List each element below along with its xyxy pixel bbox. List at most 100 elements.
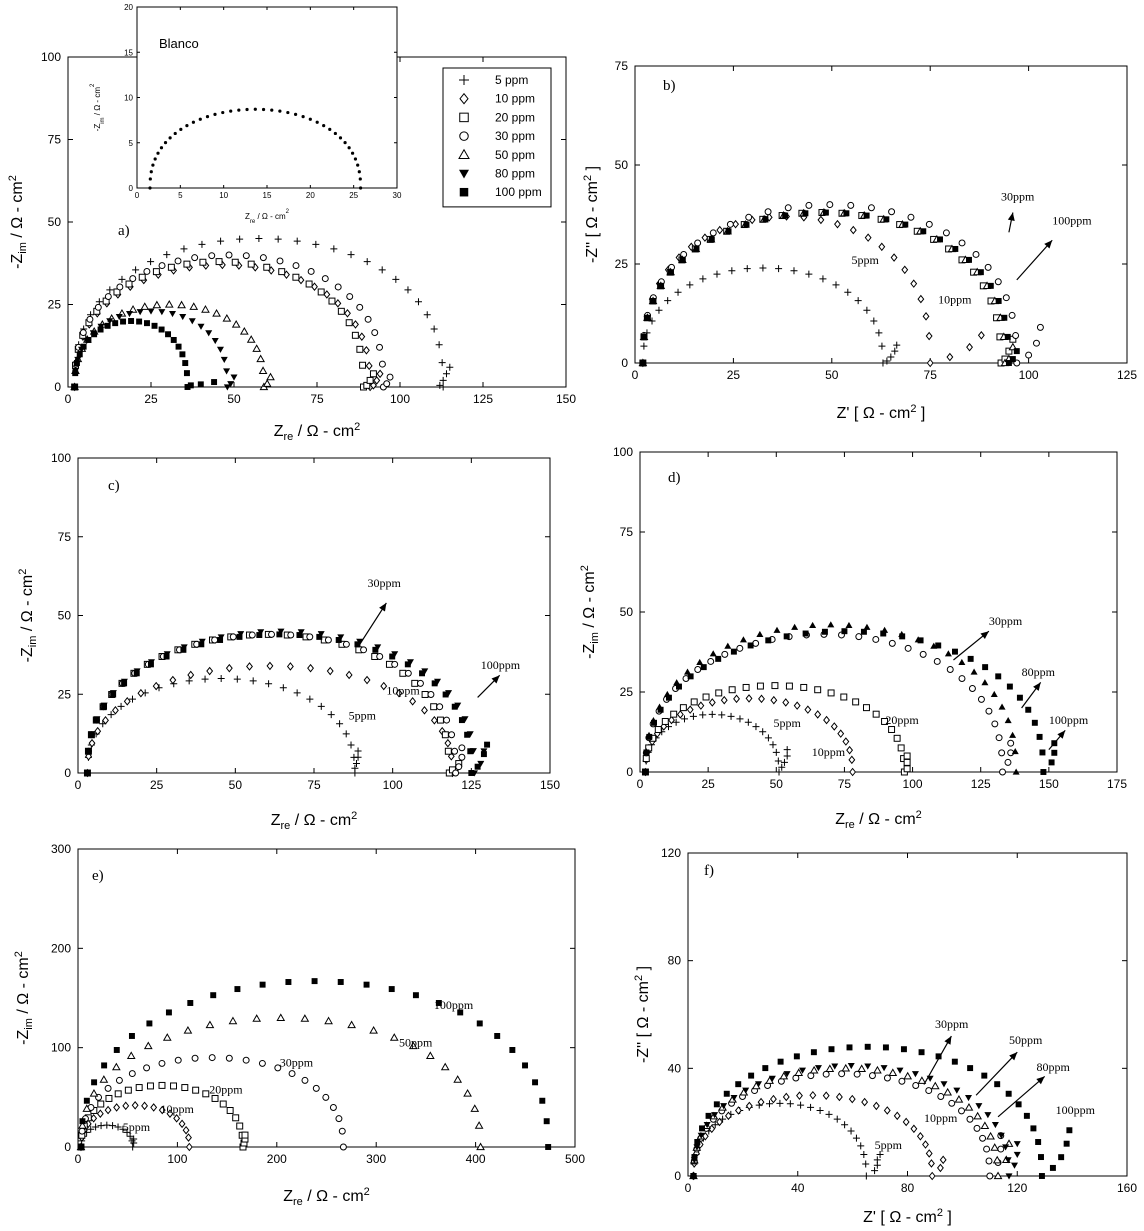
circle-open-point (116, 283, 124, 291)
square-filled-point (532, 1079, 539, 1086)
annotation-arrowhead (1009, 1052, 1018, 1061)
plus-point (736, 715, 744, 723)
plus-point (119, 1125, 127, 1133)
x-tick-label: 100 (167, 1152, 187, 1166)
plus-point (249, 677, 257, 685)
diamond-open-point (830, 722, 838, 731)
diamond-open-point (861, 1097, 869, 1107)
series-3 (641, 630, 1015, 776)
diamond-open-point (872, 1101, 880, 1111)
diamond-open-point (166, 1109, 174, 1119)
square-open-point (215, 258, 223, 266)
plus-point (107, 711, 115, 719)
triangle-open-point (779, 1071, 789, 1080)
triangle-open-point (470, 1104, 480, 1112)
circle-open-point (371, 329, 379, 337)
square-filled-point (91, 331, 98, 338)
plus-point (414, 298, 422, 306)
plus-point (875, 329, 883, 337)
square-filled-point (146, 1020, 153, 1027)
y-tick-label: 75 (58, 530, 72, 544)
y-axis-label: -Zim / Ω - cm2 (13, 951, 35, 1045)
plus-point (217, 237, 225, 245)
dot-point (328, 127, 332, 131)
dot-point (159, 146, 164, 150)
square-filled-point (935, 1053, 942, 1060)
diamond-open-point (169, 675, 177, 685)
plus-point (786, 1100, 794, 1108)
plus-point (776, 1099, 784, 1107)
triangle-open-point (408, 1041, 418, 1050)
square-filled-point (1049, 1164, 1056, 1171)
plot-frame (639, 451, 1118, 773)
triangle-down-filled-point (847, 1063, 855, 1070)
square-filled-point (389, 653, 396, 660)
circle-open-point (1032, 339, 1040, 347)
triangle-filled-point (944, 650, 952, 657)
plus-point (438, 359, 446, 367)
triangle-down-filled-point (864, 1063, 872, 1070)
y-tick-label: 100 (51, 1041, 71, 1055)
square-filled-point (110, 691, 117, 698)
circle-open-point (979, 1134, 987, 1142)
plus-point (255, 235, 263, 242)
legend-label: 10 ppm (495, 92, 535, 106)
plus-point (862, 1160, 870, 1168)
triangle-filled-point (724, 642, 732, 649)
diamond-open-point (158, 1105, 166, 1115)
x-tick-label: 50 (229, 778, 243, 792)
square-filled-point (713, 1101, 720, 1108)
square-open-point (771, 682, 779, 690)
plus-point (123, 1128, 131, 1136)
dot-point (261, 107, 266, 112)
circle-open-point (211, 636, 219, 644)
inset: 0 5 10 15 20 25 30 0 5 10 15 20 Blanco Zre / Ω - cm2 -… (90, 3, 402, 225)
square-filled-point (802, 210, 809, 217)
legend-label: 50 ppm (495, 148, 535, 162)
plus-point (878, 342, 886, 350)
y-tick-label: 25 (58, 687, 72, 701)
diamond-open-point (848, 755, 856, 765)
square-filled-point (76, 351, 83, 358)
square-filled-point (821, 628, 828, 635)
circle-open-point (784, 204, 792, 212)
plus-point (879, 359, 887, 367)
plus-point (686, 281, 694, 289)
annotation-label: 5ppm (123, 1120, 151, 1134)
square-open-point (236, 1122, 244, 1130)
circle-open-point (452, 769, 460, 777)
y-tick-label: 25 (620, 685, 634, 699)
square-open-point (728, 686, 736, 694)
plus-point (435, 341, 443, 349)
diamond-open-point (187, 670, 195, 680)
square-filled-point (967, 655, 974, 662)
diamond-open-point (757, 1097, 765, 1107)
circle-open-point (991, 720, 999, 728)
circle-open-point (805, 201, 813, 209)
dot-point (350, 151, 355, 155)
square-open-point (183, 260, 191, 268)
triangle-open-point (252, 344, 262, 352)
triangle-open-point (162, 1033, 172, 1041)
square-filled-point (639, 360, 646, 366)
circle-open-point (946, 666, 954, 673)
diamond-open-point (842, 737, 850, 746)
diamond-open-point (716, 1117, 723, 1127)
triangle-down-filled-point (697, 1132, 705, 1139)
annotation-arrowhead (491, 675, 500, 684)
diamond-open-point (152, 681, 160, 691)
panel-e: 0 100 200 300 400 500 0 100 200 300 Zre / Ω - cm2 -… (13, 842, 585, 1208)
square-open-point (124, 1086, 132, 1094)
circle-open-point (904, 644, 912, 652)
series-5 (71, 308, 238, 391)
square-open-point (167, 263, 175, 271)
square-filled-point (165, 331, 172, 338)
diamond-open-point (926, 358, 934, 368)
y-tick-label: 0 (674, 1169, 681, 1183)
dot-point (253, 107, 257, 111)
square-filled-point (657, 706, 664, 713)
square-open-point (897, 744, 905, 752)
annotation-label: 20ppm (209, 1082, 243, 1096)
y-tick-label: 10 (124, 94, 133, 103)
